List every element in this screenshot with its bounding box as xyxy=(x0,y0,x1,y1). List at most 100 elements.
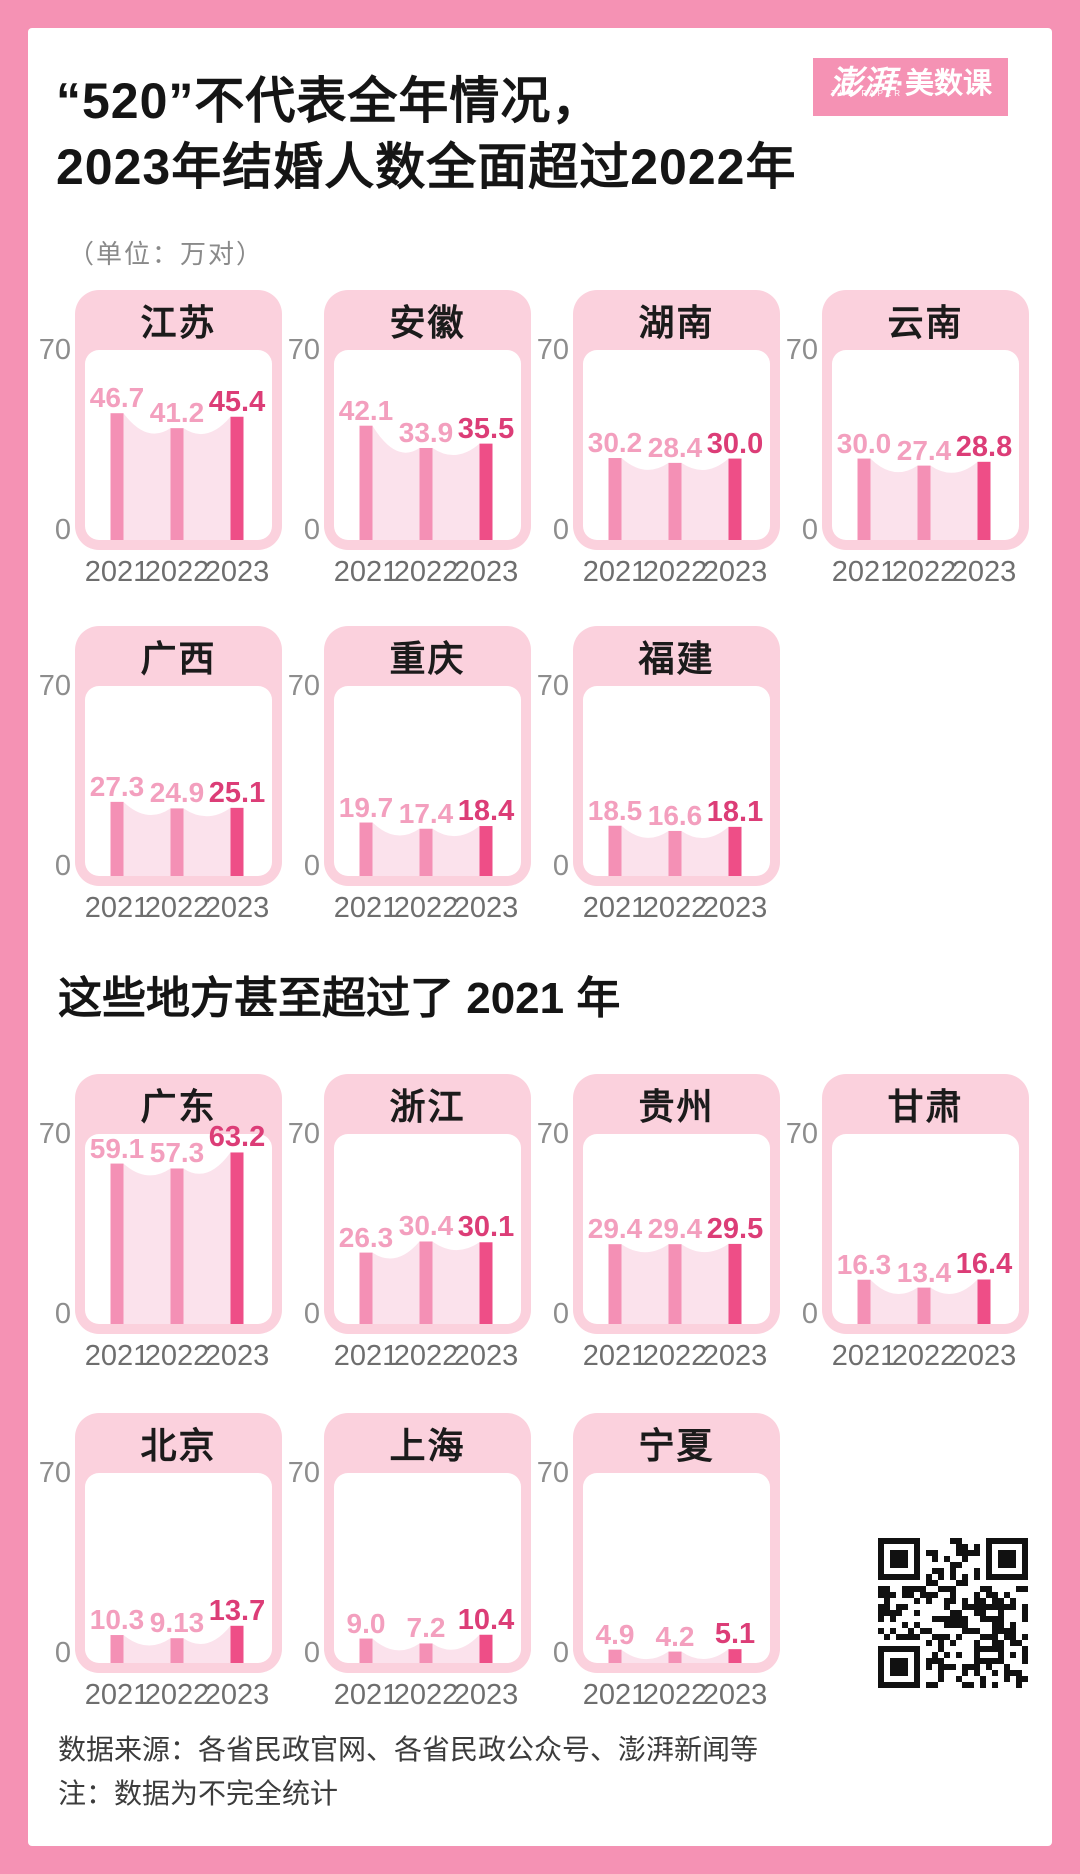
content-area: “520”不代表全年情况， 2023年结婚人数全面超过2022年 澎湃 THE P… xyxy=(28,28,1052,1846)
x-axis-year-label: 2021 xyxy=(333,1340,399,1372)
province-name: 宁夏 xyxy=(638,1425,715,1466)
chart-plot-background xyxy=(334,686,521,876)
bar-2021 xyxy=(608,825,622,876)
bar-value-label: 9.0 xyxy=(346,1607,386,1639)
bar-2023 xyxy=(977,461,991,540)
x-axis-year-label: 2021 xyxy=(582,1679,648,1711)
x-axis-year-label: 2021 xyxy=(333,1679,399,1711)
x-axis-year-label: 2021 xyxy=(84,1679,150,1711)
bar-2022 xyxy=(170,1168,184,1324)
y-axis-tick-label: 70 xyxy=(536,1457,569,1489)
chart-plot-area: 59.1 57.3 63.2 xyxy=(85,1121,272,1324)
y-axis-tick-label: 0 xyxy=(54,1637,71,1669)
y-axis-tick-label: 0 xyxy=(801,514,818,546)
province-chart-card: 湖南 30.2 28.4 30.0 xyxy=(573,290,780,550)
bar-value-label: 35.5 xyxy=(457,412,515,445)
mini-bar-chart xyxy=(608,1243,742,1324)
y-axis-tick-label: 70 xyxy=(38,670,71,702)
data-note: 注：数据为不完全统计 xyxy=(58,1778,339,1809)
bar-2022 xyxy=(917,465,931,540)
province-name: 上海 xyxy=(389,1425,466,1466)
bar-2022 xyxy=(917,1287,931,1324)
bar-value-label: 13.7 xyxy=(208,1594,266,1627)
x-axis-year-label: 2021 xyxy=(582,1340,648,1372)
x-axis-year-label: 2023 xyxy=(702,892,768,924)
province-chart-card: 云南 30.0 27.4 28.8 xyxy=(822,290,1029,550)
bar-value-label: 33.9 xyxy=(398,416,454,448)
province-name: 江苏 xyxy=(140,302,217,343)
bar-value-label: 30.4 xyxy=(398,1210,454,1242)
chart-plot-area: 29.4 29.4 29.5 xyxy=(583,1134,770,1324)
x-axis-year-label: 2021 xyxy=(333,892,399,924)
chart-plot-background xyxy=(583,1134,770,1324)
province-name: 重庆 xyxy=(389,638,466,679)
y-axis-tick-label: 70 xyxy=(287,334,320,366)
province-name: 安徽 xyxy=(389,302,466,343)
bar-2023 xyxy=(479,443,493,540)
bar-value-label: 13.4 xyxy=(896,1256,952,1288)
bar-value-label: 59.1 xyxy=(89,1132,145,1164)
chart-plot-area: 19.7 17.4 18.4 xyxy=(334,686,521,876)
x-axis-year-label: 2023 xyxy=(204,556,270,588)
bar-2021 xyxy=(359,425,373,540)
bar-2022 xyxy=(419,447,433,540)
page-title: “520”不代表全年情况， 2023年结婚人数全面超过2022年 xyxy=(56,68,796,200)
y-axis-tick-label: 0 xyxy=(303,850,320,882)
bar-value-label: 19.7 xyxy=(338,791,394,823)
page-title-line1: “520”不代表全年情况， xyxy=(56,73,603,129)
bar-value-label: 26.3 xyxy=(338,1221,394,1253)
chart-plot-area: 42.1 33.9 35.5 xyxy=(334,350,521,540)
bar-2021 xyxy=(608,458,622,540)
x-axis-year-label: 2023 xyxy=(951,1340,1017,1372)
province-chart-card: 贵州 29.4 29.4 29.5 xyxy=(573,1074,780,1334)
bar-2023 xyxy=(728,458,742,540)
chart-plot-area: 18.5 16.6 18.1 xyxy=(583,686,770,876)
province-chart-card: 广东 59.1 57.3 63.2 xyxy=(75,1074,282,1334)
mini-bar-chart xyxy=(608,458,742,540)
bar-value-label: 16.4 xyxy=(955,1248,1013,1281)
province-chart-card: 宁夏 4.9 4.2 5.1 xyxy=(573,1413,780,1673)
x-axis-year-label: 2023 xyxy=(951,556,1017,588)
bar-2021 xyxy=(608,1244,622,1324)
bar-value-label: 16.3 xyxy=(836,1248,892,1280)
bar-2022 xyxy=(668,1244,682,1324)
bar-2023 xyxy=(230,416,244,540)
bar-value-label: 28.4 xyxy=(647,431,703,463)
x-axis-year-label: 2023 xyxy=(702,556,768,588)
brand-logo-text: ·美数课 xyxy=(895,68,992,100)
bar-value-label: 45.4 xyxy=(208,385,266,418)
footer: 数据来源：各省民政官网、各省民政公众号、澎湃新闻等 注：数据为不完全统计 xyxy=(58,1728,758,1816)
bar-value-label: 18.1 xyxy=(706,795,764,828)
mini-bar-chart xyxy=(359,1241,493,1324)
y-axis-tick-label: 0 xyxy=(552,1637,569,1669)
page-title-line2: 2023年结婚人数全面超过2022年 xyxy=(56,139,797,195)
province-chart-card: 安徽 42.1 33.9 35.5 xyxy=(324,290,531,550)
x-axis-year-label: 2021 xyxy=(831,556,897,588)
province-name: 甘肃 xyxy=(887,1086,964,1127)
y-axis-tick-label: 70 xyxy=(38,1457,71,1489)
mini-bar-chart xyxy=(359,822,493,876)
province-chart-card: 甘肃 16.3 13.4 16.4 xyxy=(822,1074,1029,1334)
bar-value-label: 30.0 xyxy=(706,427,764,460)
x-axis-year-label: 2023 xyxy=(453,1679,519,1711)
bar-2023 xyxy=(977,1279,991,1324)
x-axis-year-label: 2021 xyxy=(333,556,399,588)
chart-plot-area: 26.3 30.4 30.1 xyxy=(334,1134,521,1324)
chart-plot-area: 30.2 28.4 30.0 xyxy=(583,350,770,540)
x-axis-year-label: 2021 xyxy=(84,556,150,588)
bar-2022 xyxy=(668,1651,682,1663)
bar-value-label: 27.4 xyxy=(896,434,952,466)
x-axis-year-label: 2023 xyxy=(702,1679,768,1711)
chart-plot-background xyxy=(85,686,272,876)
province-chart-card: 广西 27.3 24.9 25.1 xyxy=(75,626,282,886)
bar-value-label: 18.4 xyxy=(457,795,515,828)
province-name: 北京 xyxy=(140,1425,217,1466)
bar-value-label: 30.1 xyxy=(457,1211,515,1244)
mini-bar-chart xyxy=(110,1152,244,1324)
chart-plot-area: 46.7 41.2 45.4 xyxy=(85,350,272,540)
province-name: 云南 xyxy=(887,302,964,343)
y-axis-tick-label: 70 xyxy=(287,670,320,702)
bar-value-label: 18.5 xyxy=(587,794,643,826)
x-axis-year-label: 2022 xyxy=(393,1340,459,1372)
brand-logo-subtitle: THE PAPER xyxy=(831,89,904,98)
